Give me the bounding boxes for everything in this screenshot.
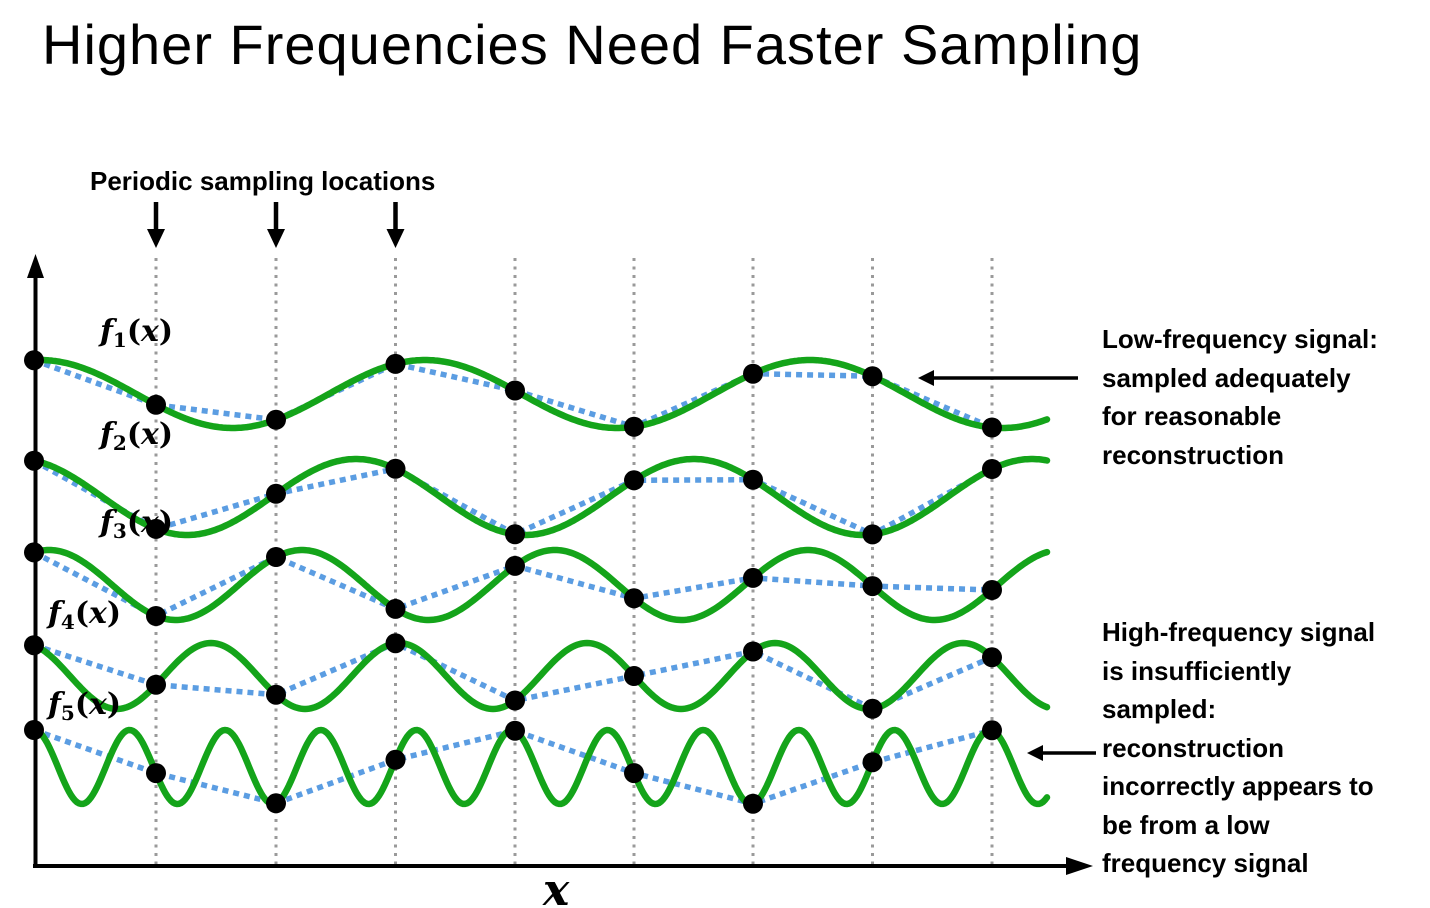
wave-label-f1: f1(x)	[98, 314, 173, 352]
sample-dot-f1-7	[862, 366, 883, 387]
sample-dot-f3-2	[266, 547, 286, 567]
wave-label-f4: f4(x)	[46, 596, 121, 634]
sample-dot-f5-4	[505, 720, 525, 741]
sample-dot-f1-1	[146, 394, 166, 415]
sampling-location-arrow-1	[147, 202, 165, 248]
sample-dot-f2-0	[24, 450, 44, 471]
sample-dot-f2-4	[505, 524, 525, 545]
sampling-location-arrow-3	[386, 202, 405, 248]
sample-dot-f2-3	[385, 458, 406, 479]
sample-dot-f2-7	[862, 524, 883, 545]
sample-dot-f4-3	[385, 633, 406, 654]
sample-dot-f5-3	[385, 749, 406, 770]
sample-dot-f4-6	[743, 641, 763, 662]
sample-dot-f1-2	[266, 409, 286, 430]
sample-dot-f2-2	[266, 483, 286, 504]
sample-dot-f1-6	[743, 363, 763, 384]
reconstruction-line-f1	[33, 357, 994, 431]
sample-dot-f1-0	[24, 350, 44, 371]
sample-dot-f3-7	[862, 576, 883, 597]
sample-dot-f3-4	[505, 555, 525, 576]
sample-dot-f4-0	[24, 635, 44, 656]
high-frequency-annotation: High-frequency signal is insufficiently …	[1102, 617, 1376, 878]
x-axis-label: x	[542, 865, 570, 908]
signal-wave-f5	[31, 726, 1051, 808]
sample-dot-f3-0	[24, 542, 44, 563]
sample-dot-f3-8	[982, 580, 1002, 600]
y-axis-arrowhead	[27, 254, 44, 278]
sample-dot-f5-1	[146, 763, 166, 784]
sample-dot-f1-4	[505, 380, 525, 401]
sample-dot-f2-8	[982, 459, 1002, 479]
sample-dot-f3-3	[385, 598, 406, 619]
high-frequency-arrow	[1027, 745, 1096, 761]
sample-dot-f1-8	[982, 417, 1002, 438]
sample-dot-f1-5	[624, 416, 644, 437]
sample-dot-f3-1	[146, 606, 166, 626]
sample-dot-f4-8	[982, 647, 1002, 668]
slide-title: Higher Frequencies Need Faster Sampling	[42, 13, 1143, 76]
wave-label-f5: f5(x)	[46, 687, 121, 725]
sampling-location-arrow-2	[267, 202, 285, 248]
sample-dot-f5-0	[24, 720, 44, 740]
sample-dot-f5-5	[624, 763, 644, 784]
sample-dot-f5-7	[862, 752, 883, 773]
sample-dot-f2-1	[146, 518, 166, 539]
sample-dot-f3-6	[743, 567, 763, 588]
sample-dot-f4-5	[624, 666, 644, 686]
low-frequency-annotation: Low-frequency signal: sampled adequately…	[1102, 324, 1378, 470]
x-axis-arrowhead	[1066, 857, 1093, 875]
wave-label-f3: f3(x)	[98, 505, 173, 543]
sample-dot-f4-4	[505, 690, 525, 711]
signal-wave-f1	[31, 356, 1051, 432]
sample-dot-f5-2	[266, 793, 286, 814]
reconstruction-line-f5	[33, 727, 993, 807]
sample-dot-f3-5	[624, 588, 644, 609]
reconstruction-line-f2	[32, 458, 994, 538]
sample-dot-f4-1	[146, 674, 166, 695]
sample-dot-f5-6	[743, 793, 763, 814]
signal-wave-f4	[31, 639, 1051, 713]
sample-dot-f5-8	[982, 720, 1002, 741]
sample-dot-f4-7	[862, 698, 883, 719]
low-frequency-arrow	[918, 370, 1078, 386]
sample-dot-f2-6	[743, 469, 763, 490]
sample-dot-f4-2	[266, 684, 286, 705]
periodic-sampling-label: Periodic sampling locations	[90, 166, 436, 196]
sample-dot-f2-5	[624, 470, 644, 491]
sample-dot-f1-3	[385, 353, 406, 374]
wave-label-f2: f2(x)	[98, 417, 173, 455]
